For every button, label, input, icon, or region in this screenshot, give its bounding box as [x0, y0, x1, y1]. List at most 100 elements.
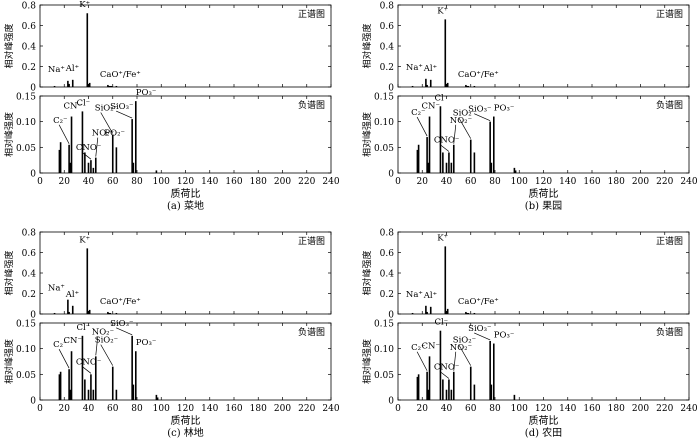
y-tick-label: 0.8: [380, 229, 395, 239]
y-axis-label-negative: 相对峰强度: [361, 339, 373, 384]
peak-label: PO₂⁻: [104, 128, 125, 138]
y-tick-label: 0.10: [374, 345, 394, 355]
y-tick-label: 0.10: [16, 118, 36, 128]
y-tick-label: 0.05: [374, 371, 394, 381]
x-tick-label: 140: [559, 404, 576, 414]
x-tick-label: 20: [59, 404, 71, 414]
peak-label: CaO⁺/Fe⁺: [458, 297, 499, 307]
y-axis-label-positive: 相对峰强度: [361, 250, 373, 295]
y-tick-label: 0.10: [16, 345, 36, 355]
peak-label: Cl⁻: [76, 98, 90, 108]
x-tick-label: 60: [107, 404, 119, 414]
peak-label: K⁺: [79, 0, 90, 10]
peak-label-arrow: [116, 327, 133, 336]
spectrum-chart-2: 0 0.2 0.4 0.6 0.8 正谱图 K⁺ Na⁺Al⁺ CaO⁺/Fe⁺ 0 0.05 0.1…: [3, 229, 340, 440]
y-tick-label: 0.2: [22, 63, 36, 73]
peak-label: C₂⁻: [53, 116, 67, 126]
x-tick-label: 240: [680, 404, 697, 414]
positive-spectrum-panel: 0 0.2 0.4 0.6 0.8 正谱图 K⁺ Na⁺Al⁺ CaO⁺/Fe⁺: [22, 0, 332, 94]
y-tick-label: 0.4: [22, 270, 37, 280]
y-axis-label-negative: 相对峰强度: [361, 112, 373, 157]
x-tick-label: 80: [131, 404, 143, 414]
x-tick-label: 40: [441, 177, 453, 187]
panel-title: 正谱图: [656, 8, 683, 20]
peak-label-arrow: [58, 124, 70, 144]
y-axis-label-positive: 相对峰强度: [3, 23, 15, 68]
peak-label-arrow: [100, 344, 114, 366]
peak-label-arrow: [458, 117, 472, 139]
x-tick-label: 140: [201, 177, 218, 187]
figure-caption: (a) 菜地: [167, 199, 204, 212]
negative-spectrum-panel: 0 0.05 0.10 0.15 负谱图 C₂⁻CN⁻ Cl⁻ CNO⁻ NO₂⁻SiO₂⁻ Si…: [16, 319, 332, 407]
y-axis-label-positive: 相对峰强度: [361, 23, 373, 68]
x-tick-label: 160: [583, 404, 600, 414]
x-tick-label: 180: [608, 177, 625, 187]
panel-title: 正谱图: [298, 235, 325, 247]
x-tick-label: 60: [465, 177, 477, 187]
x-tick-label: 0: [37, 404, 43, 414]
y-tick-label: 0.2: [380, 290, 394, 300]
peak-label: NO₂⁻: [92, 327, 114, 337]
peak-label: CaO⁺/Fe⁺: [100, 70, 141, 80]
y-tick-label: 0: [30, 170, 36, 180]
panel-frame: [39, 4, 332, 88]
panel-title: 负谱图: [656, 326, 683, 338]
peak-label-arrow: [474, 113, 491, 121]
peak-label: Cl⁻: [434, 93, 448, 103]
peak-label: Cl⁻: [76, 323, 90, 333]
y-tick-label: 0.6: [380, 22, 395, 32]
panel-title: 负谱图: [656, 99, 683, 111]
x-tick-label: 140: [559, 177, 576, 187]
y-tick-label: 0.4: [380, 43, 395, 53]
y-tick-label: 0: [30, 311, 36, 321]
peak-label: PO₃⁻: [136, 338, 157, 348]
peak-label: CN⁻: [422, 102, 440, 112]
peak-label: Na⁺: [48, 284, 65, 294]
y-tick-label: 0.8: [22, 229, 37, 239]
x-tick-label: 200: [274, 404, 291, 414]
y-tick-label: 0.15: [16, 93, 36, 103]
x-tick-label: 160: [225, 177, 242, 187]
peak-label: PO₃⁻: [136, 88, 157, 98]
figure-caption: (c) 林地: [167, 426, 204, 439]
peak-label: CN⁻: [64, 336, 82, 346]
x-tick-label: 40: [83, 404, 95, 414]
panel-frame: [397, 4, 690, 88]
peak-label: Al⁺: [65, 290, 79, 300]
y-tick-label: 0.05: [16, 371, 36, 381]
y-tick-label: 0.10: [374, 118, 394, 128]
x-tick-label: 80: [489, 404, 501, 414]
x-tick-label: 200: [632, 404, 649, 414]
panel-title: 负谱图: [298, 99, 325, 111]
peak-label: SiO₃⁻: [110, 319, 133, 329]
peak-label: Na⁺: [406, 63, 423, 73]
y-axis-label-negative: 相对峰强度: [3, 112, 15, 157]
positive-spectrum-panel: 0 0.2 0.4 0.6 0.8 正谱图 K⁺ Na⁺Al⁺ CaO⁺/Fe⁺: [22, 229, 332, 321]
peak-label: Na⁺: [406, 290, 423, 300]
peak-label: C₂⁻: [53, 340, 67, 350]
peak-label: CNO⁻: [434, 135, 459, 145]
x-tick-label: 0: [395, 404, 401, 414]
y-tick-label: 0: [388, 397, 394, 407]
x-tick-label: 240: [322, 404, 339, 414]
peak-label: CNO⁻: [76, 143, 101, 153]
peak-label-arrow: [58, 349, 70, 369]
x-tick-label: 100: [511, 404, 528, 414]
y-tick-label: 0.15: [16, 320, 36, 330]
x-tick-label: 220: [656, 404, 673, 414]
x-tick-label: 40: [83, 177, 95, 187]
x-tick-label: 20: [59, 177, 71, 187]
x-tick-label: 220: [298, 177, 315, 187]
x-axis-label: 质荷比: [171, 415, 201, 427]
peak-label-arrow: [439, 144, 450, 152]
x-tick-label: 160: [583, 177, 600, 187]
peak-label-arrow: [439, 371, 450, 379]
x-tick-label: 120: [177, 404, 194, 414]
peak-label: PO₃⁻: [494, 104, 515, 114]
y-tick-label: 0.4: [22, 43, 37, 53]
x-tick-label: 220: [656, 177, 673, 187]
peak-label: K⁺: [79, 235, 90, 245]
x-tick-label: 0: [395, 177, 401, 187]
x-tick-label: 100: [153, 177, 170, 187]
